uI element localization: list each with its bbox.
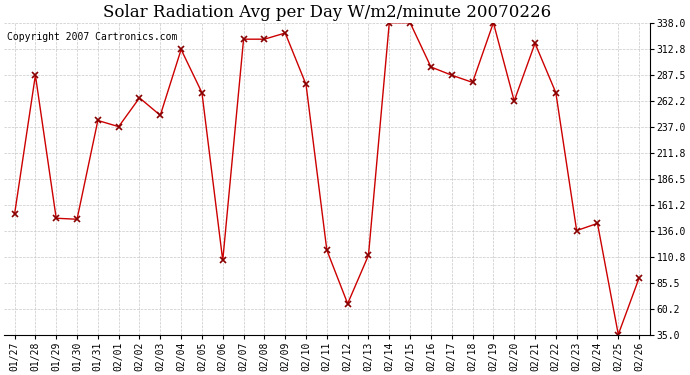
Text: Copyright 2007 Cartronics.com: Copyright 2007 Cartronics.com [8, 32, 178, 42]
Title: Solar Radiation Avg per Day W/m2/minute 20070226: Solar Radiation Avg per Day W/m2/minute … [103, 4, 551, 21]
